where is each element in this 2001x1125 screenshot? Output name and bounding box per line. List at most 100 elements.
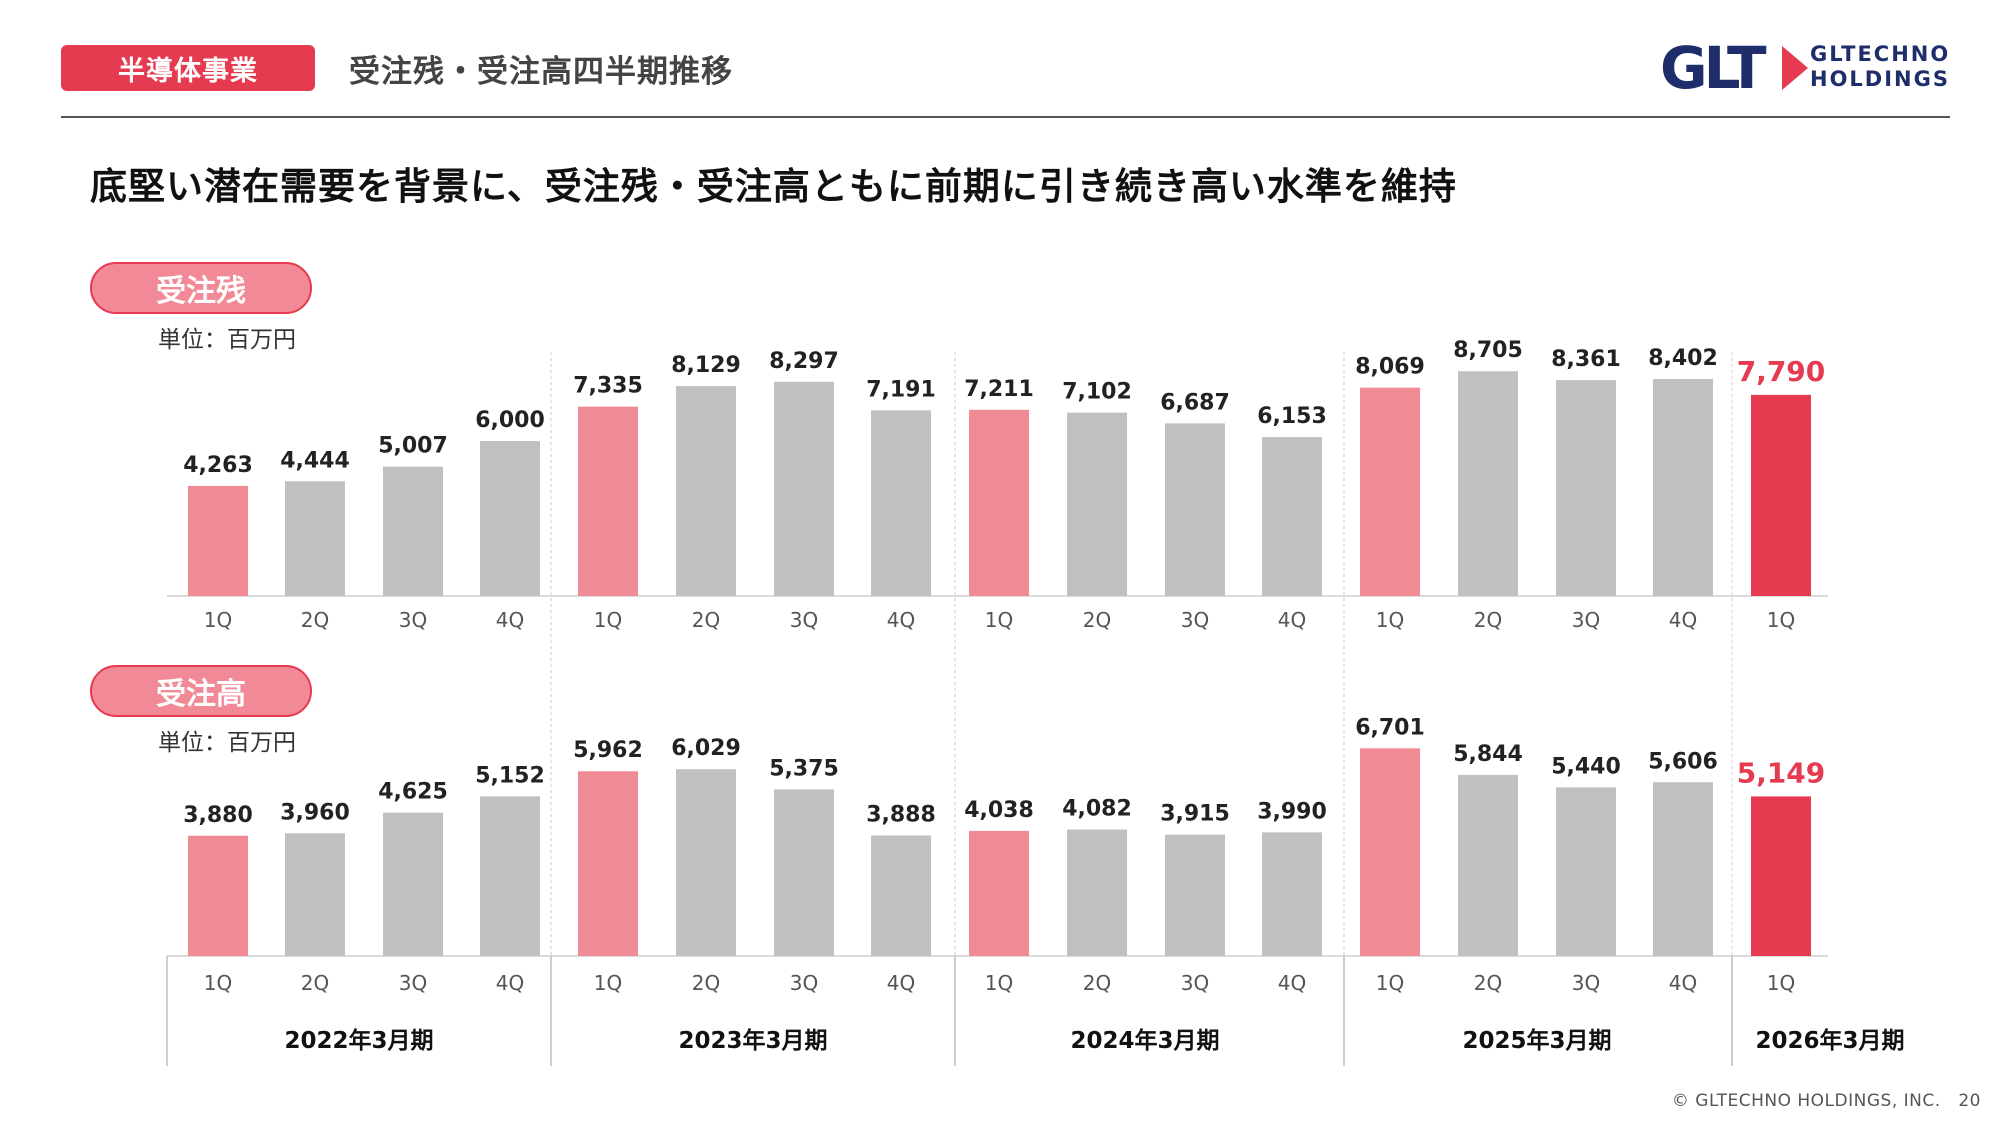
orders-tick-label: 4Q <box>1669 971 1697 995</box>
orders-bar <box>383 812 443 956</box>
orders-value-label: 5,440 <box>1551 754 1621 779</box>
fiscal-year-label: 2025年3月期 <box>1462 1027 1611 1054</box>
logo-line-2: HOLDINGS <box>1810 67 1950 91</box>
backlog-tick-label: 1Q <box>204 608 232 632</box>
backlog-value-label: 5,007 <box>378 434 448 459</box>
orders-tick-label: 2Q <box>1474 971 1502 995</box>
backlog-value-label: 7,790 <box>1737 355 1826 388</box>
orders-tick-label: 4Q <box>496 971 524 995</box>
backlog-value-label: 7,211 <box>964 377 1034 402</box>
backlog-bar <box>969 409 1029 596</box>
backlog-value-label: 6,000 <box>475 408 545 433</box>
backlog-tick-label: 3Q <box>790 608 818 632</box>
orders-value-label: 6,701 <box>1355 715 1425 740</box>
backlog-bar <box>285 481 345 596</box>
backlog-bar <box>676 386 736 596</box>
orders-tick-label: 3Q <box>1181 971 1209 995</box>
backlog-tick-label: 1Q <box>1376 608 1404 632</box>
orders-value-label: 5,375 <box>769 756 839 781</box>
page-subtitle: 受注残・受注高四半期推移 <box>349 54 733 90</box>
backlog-value-label: 8,129 <box>671 353 741 378</box>
page-number: 20 <box>1958 1091 1981 1111</box>
orders-bar <box>871 835 931 956</box>
orders-bar <box>1458 774 1518 956</box>
backlog-tick-label: 2Q <box>1474 608 1502 632</box>
orders-value-label: 3,888 <box>866 803 936 828</box>
fiscal-year-label: 2023年3月期 <box>678 1027 827 1054</box>
orders-bar <box>188 835 248 956</box>
orders-bar <box>1653 782 1713 956</box>
orders-tick-label: 3Q <box>790 971 818 995</box>
backlog-value-label: 8,361 <box>1551 347 1621 372</box>
backlog-tick-label: 1Q <box>594 608 622 632</box>
backlog-value-label: 7,335 <box>573 374 643 399</box>
backlog-bar <box>1751 394 1811 596</box>
orders-bar <box>1360 748 1420 956</box>
backlog-value-label: 6,687 <box>1160 390 1230 415</box>
orders-value-label: 5,606 <box>1648 749 1718 774</box>
backlog-bar <box>1067 412 1127 596</box>
backlog-bar <box>188 485 248 596</box>
backlog-value-label: 4,263 <box>183 453 253 478</box>
backlog-tick-label: 2Q <box>301 608 329 632</box>
backlog-tick-label: 4Q <box>887 608 915 632</box>
orders-tick-label: 1Q <box>594 971 622 995</box>
backlog-value-label: 8,069 <box>1355 355 1425 380</box>
orders-bar <box>1556 787 1616 956</box>
orders-value-label: 3,960 <box>280 800 350 825</box>
orders-bar <box>1751 796 1811 956</box>
header-divider <box>61 116 1950 118</box>
backlog-tick-label: 4Q <box>1669 608 1697 632</box>
orders-tick-label: 4Q <box>1278 971 1306 995</box>
copyright-text: © GLTECHNO HOLDINGS, INC. <box>1671 1091 1941 1111</box>
backlog-value-label: 7,102 <box>1062 380 1132 405</box>
backlog-tick-label: 3Q <box>1181 608 1209 632</box>
backlog-value-label: 4,444 <box>280 448 350 473</box>
fiscal-year-label: 2026年3月期 <box>1755 1027 1904 1054</box>
backlog-bar <box>871 410 931 596</box>
logo-line-1: GLTECHNO <box>1810 42 1951 66</box>
orders-chart-title: 受注高 <box>90 665 312 717</box>
orders-value-label: 6,029 <box>671 736 741 761</box>
backlog-chart-title: 受注残 <box>90 262 312 314</box>
orders-value-label: 3,990 <box>1257 799 1327 824</box>
orders-value-label: 4,082 <box>1062 796 1132 821</box>
backlog-tick-label: 1Q <box>985 608 1013 632</box>
backlog-tick-label: 4Q <box>1278 608 1306 632</box>
orders-value-label: 5,152 <box>475 763 545 788</box>
backlog-value-label: 6,153 <box>1257 404 1327 429</box>
backlog-bar <box>1165 423 1225 596</box>
orders-bar <box>285 833 345 956</box>
orders-value-label: 3,915 <box>1160 802 1230 827</box>
footer: © GLTECHNO HOLDINGS, INC. 20 <box>1672 1091 1981 1111</box>
orders-bar <box>1262 832 1322 956</box>
backlog-tick-label: 3Q <box>1572 608 1600 632</box>
logo-arrow-icon <box>1782 46 1808 90</box>
orders-tick-label: 1Q <box>204 971 232 995</box>
backlog-bar <box>1556 380 1616 596</box>
orders-bar <box>774 789 834 956</box>
backlog-value-label: 8,705 <box>1453 338 1523 363</box>
orders-bar <box>969 830 1029 956</box>
orders-tick-label: 1Q <box>1767 971 1795 995</box>
segment-tag: 半導体事業 <box>61 45 315 91</box>
backlog-tick-label: 1Q <box>1767 608 1795 632</box>
orders-tick-label: 2Q <box>301 971 329 995</box>
orders-value-label: 5,149 <box>1737 756 1826 789</box>
orders-unit-label: 単位：百万円 <box>158 730 296 756</box>
orders-bar <box>1165 834 1225 956</box>
backlog-unit-label: 単位：百万円 <box>158 327 296 353</box>
orders-tick-label: 2Q <box>1083 971 1111 995</box>
backlog-value-label: 7,191 <box>866 377 936 402</box>
backlog-value-label: 8,402 <box>1648 346 1718 371</box>
orders-bar <box>1067 829 1127 956</box>
fiscal-year-label: 2022年3月期 <box>284 1027 433 1054</box>
backlog-bar <box>1262 437 1322 596</box>
company-logo: GLT GLTECHNO HOLDINGS <box>1660 38 1960 98</box>
orders-value-label: 3,880 <box>183 803 253 828</box>
orders-tick-label: 3Q <box>1572 971 1600 995</box>
backlog-bar <box>383 466 443 596</box>
backlog-tick-label: 2Q <box>692 608 720 632</box>
orders-tick-label: 3Q <box>399 971 427 995</box>
backlog-bar <box>1360 387 1420 596</box>
